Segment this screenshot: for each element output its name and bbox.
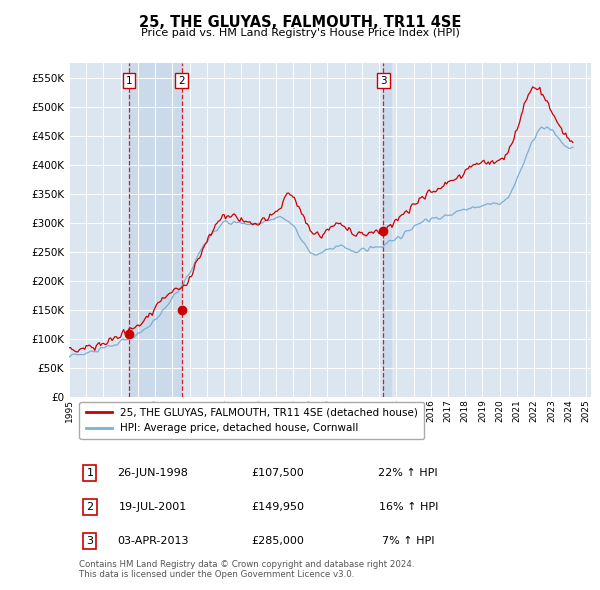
Text: 7% ↑ HPI: 7% ↑ HPI	[382, 536, 434, 546]
Bar	[129, 63, 182, 396]
Text: 3: 3	[86, 536, 94, 546]
Text: 22% ↑ HPI: 22% ↑ HPI	[379, 468, 438, 478]
Text: 16% ↑ HPI: 16% ↑ HPI	[379, 502, 438, 512]
Text: 03-APR-2013: 03-APR-2013	[117, 536, 188, 546]
Text: 1: 1	[125, 76, 132, 86]
Bar	[383, 63, 392, 396]
Legend: 25, THE GLUYAS, FALMOUTH, TR11 4SE (detached house), HPI: Average price, detache: 25, THE GLUYAS, FALMOUTH, TR11 4SE (deta…	[79, 402, 424, 440]
Text: 3: 3	[380, 76, 387, 86]
Text: 2: 2	[86, 502, 94, 512]
Text: Price paid vs. HM Land Registry's House Price Index (HPI): Price paid vs. HM Land Registry's House …	[140, 28, 460, 38]
Text: 1: 1	[86, 468, 94, 478]
Text: Contains HM Land Registry data © Crown copyright and database right 2024.
This d: Contains HM Land Registry data © Crown c…	[79, 560, 415, 579]
Text: £107,500: £107,500	[251, 468, 304, 478]
Text: 19-JUL-2001: 19-JUL-2001	[118, 502, 187, 512]
Text: 26-JUN-1998: 26-JUN-1998	[117, 468, 188, 478]
Text: £285,000: £285,000	[251, 536, 304, 546]
Text: 2: 2	[178, 76, 185, 86]
Text: 25, THE GLUYAS, FALMOUTH, TR11 4SE: 25, THE GLUYAS, FALMOUTH, TR11 4SE	[139, 15, 461, 30]
Text: £149,950: £149,950	[251, 502, 304, 512]
